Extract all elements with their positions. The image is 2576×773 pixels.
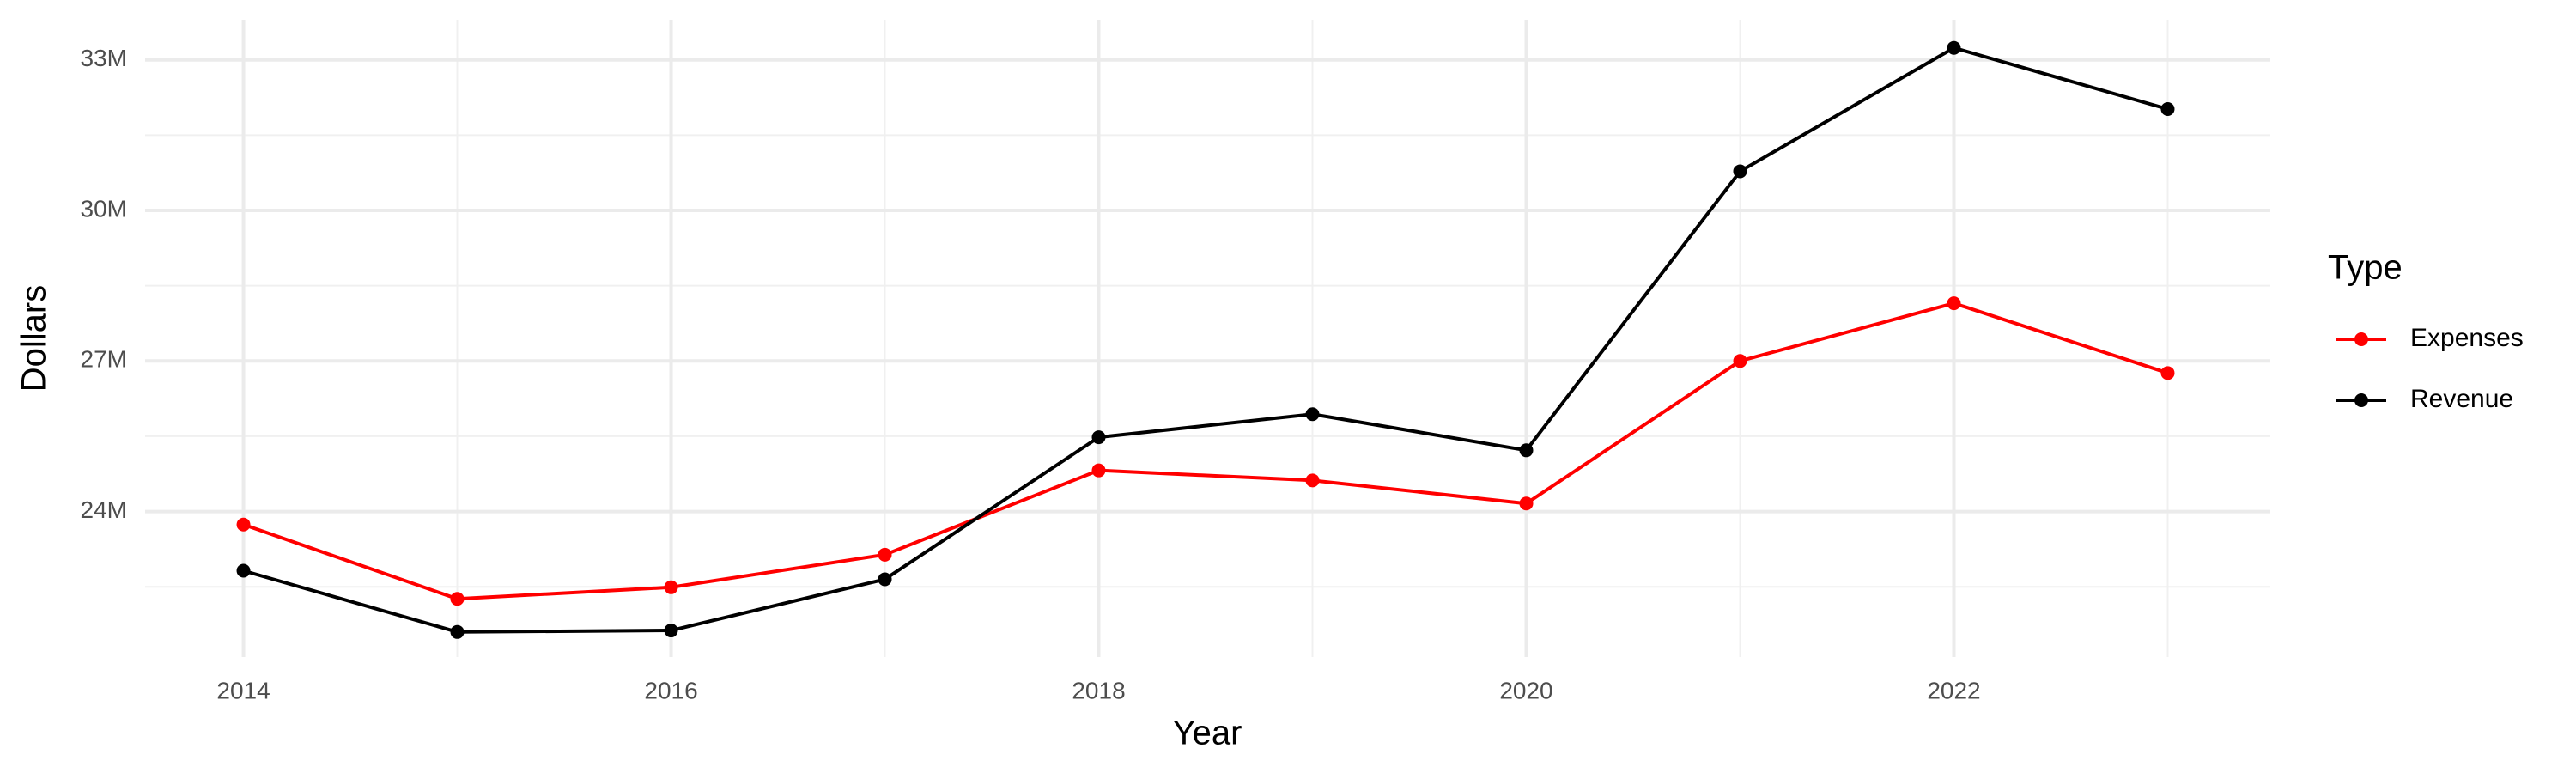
- series-line: [242, 46, 2169, 634]
- y-tick-label: 24M: [81, 496, 127, 523]
- data-point: [878, 547, 892, 562]
- data-point: [1091, 463, 1106, 478]
- data-point: [236, 517, 251, 532]
- legend-key-point: [2354, 393, 2368, 407]
- data-point: [236, 563, 251, 578]
- data-point: [1519, 443, 1534, 458]
- x-tick-label: 2016: [644, 677, 697, 703]
- x-tick-label: 2018: [1072, 677, 1125, 703]
- data-point: [1733, 164, 1747, 179]
- data-point: [1305, 407, 1320, 422]
- data-point: [2160, 101, 2175, 116]
- data-point: [664, 624, 678, 638]
- data-point: [878, 572, 892, 587]
- data-point: [1947, 296, 1961, 311]
- series-line: [242, 301, 2169, 601]
- data-point: [1305, 473, 1320, 488]
- data-point: [1733, 354, 1747, 368]
- data-point: [2160, 366, 2175, 380]
- y-tick-label: 33M: [81, 45, 127, 71]
- x-axis-title: Year: [1173, 715, 1242, 752]
- x-tick-label: 2014: [216, 677, 270, 703]
- data-point: [1091, 430, 1106, 445]
- y-tick-label: 27M: [81, 346, 127, 373]
- legend-key-point: [2354, 332, 2368, 346]
- y-axis-title: Dollars: [15, 285, 53, 392]
- y-tick-label: 30M: [81, 195, 127, 222]
- legend-label: Revenue: [2410, 385, 2513, 413]
- data-point: [664, 580, 678, 594]
- data-point: [450, 624, 465, 639]
- data-point: [450, 592, 465, 606]
- legend-label: Expenses: [2410, 324, 2524, 352]
- data-point: [1947, 40, 1961, 55]
- x-tick-label: 2022: [1927, 677, 1980, 703]
- x-tick-label: 2020: [1499, 677, 1552, 703]
- legend-title: Type: [2328, 249, 2403, 287]
- data-point: [1519, 496, 1534, 511]
